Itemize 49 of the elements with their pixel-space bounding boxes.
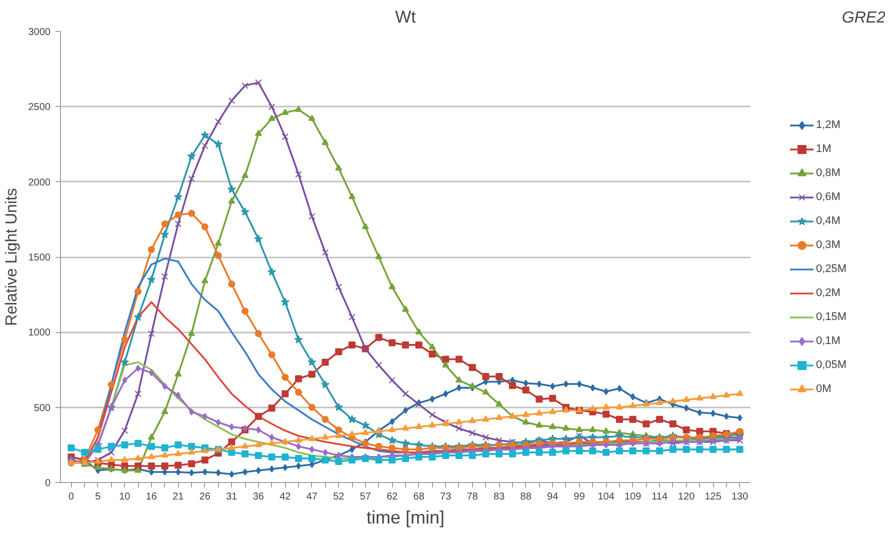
x-tick-label: 10 [119,492,131,502]
x-tick-label: 52 [333,492,345,502]
x-tick-label: 21 [172,492,184,502]
text: GRE2 [842,10,886,26]
x-tick-label: 125 [704,492,722,502]
x-tick-label: 26 [199,492,211,502]
x-tick-label: 0 [68,492,74,502]
legend-label: 0,3M [816,238,842,250]
legend-label: 0,15M [816,310,848,322]
y-tick-label: 2000 [28,177,51,188]
y-tick-label: 0 [44,478,51,489]
x-tick-label: 104 [598,492,615,502]
legend-label: 0,2M [816,286,842,298]
y-tick-label: 3000 [28,27,51,38]
x-tick-label: 88 [520,492,532,502]
legend-label: 0,25M [816,262,848,274]
chart-title: Wt [395,8,416,26]
legend-label: 0,05M [816,358,848,370]
legend-label: 0,4M [816,214,842,226]
legend-label: 0,1M [816,334,842,346]
x-tick-label: 57 [360,492,372,502]
x-tick-label: 36 [252,492,264,502]
x-tick-label: 109 [624,492,642,502]
x-tick-label: 62 [386,492,398,502]
x-tick-label: 99 [574,492,586,502]
y-axis-title: Relative Light Units [3,188,20,326]
legend-label: 1M [816,142,832,154]
x-tick-label: 16 [146,492,158,502]
x-tick-label: 120 [678,492,696,502]
y-tick-label: 1000 [28,328,51,339]
x-tick-label: 130 [731,492,749,502]
legend-label: 0M [816,382,832,394]
x-tick-label: 68 [413,492,425,502]
y-tick-label: 2500 [28,102,51,114]
legend-label: 0,6M [816,190,842,202]
x-tick-label: 83 [494,492,506,502]
x-tick-label: 94 [547,492,559,502]
y-tick-label: 1500 [28,252,51,264]
x-tick-label: 5 [95,492,102,502]
x-tick-label: 47 [306,492,318,502]
x-tick-label: 42 [280,492,292,502]
legend-label: 0,8M [816,166,842,178]
x-tick-label: 31 [226,492,238,502]
x-axis-title: time [min] [366,508,445,528]
x-tick-label: 78 [466,492,478,502]
legend-label: 1,2M [816,118,842,130]
x-tick-label: 114 [652,492,668,502]
y-tick-label: 500 [34,402,51,414]
x-tick-label: 73 [440,492,452,502]
